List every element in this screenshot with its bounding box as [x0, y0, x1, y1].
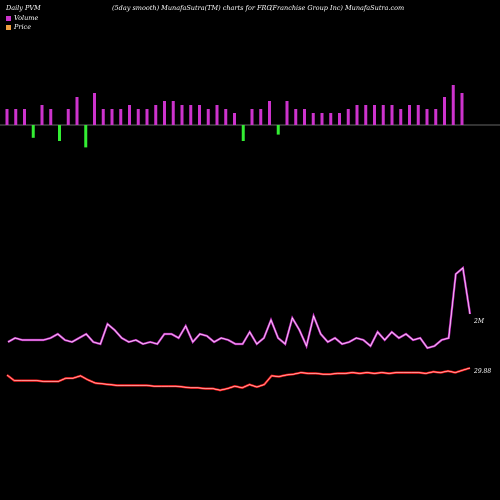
volume-bar: [451, 85, 455, 125]
volume-bar: [311, 113, 315, 125]
volume-bar: [215, 105, 219, 125]
volume-bar: [119, 109, 123, 125]
volume-bar: [399, 109, 403, 125]
volume-bar: [276, 125, 280, 135]
volume-bar: [136, 109, 140, 125]
volume-bar: [198, 105, 201, 125]
price-line-inner: [6, 367, 471, 391]
volume-bar: [101, 109, 105, 125]
volume-bar: [460, 93, 464, 125]
volume-bar: [40, 105, 44, 125]
volume-bar: [31, 125, 35, 138]
volume-line-label: 2M: [473, 318, 485, 325]
volume-bar: [303, 109, 306, 125]
volume-bar: [390, 105, 394, 125]
volume-bar: [5, 109, 9, 125]
volume-bar: [206, 109, 210, 125]
volume-bar: [224, 109, 228, 125]
volume-bar: [241, 125, 245, 141]
volume-bar: [23, 109, 26, 125]
volume-bar: [338, 113, 341, 125]
volume-bar: [425, 109, 429, 125]
volume-bar: [233, 113, 236, 125]
volume-bar: [294, 109, 298, 125]
volume-bar: [373, 105, 376, 125]
legend-label-price: Price: [14, 23, 32, 31]
volume-bar: [285, 101, 289, 125]
volume-bar: [189, 105, 193, 125]
volume-bar: [346, 109, 350, 125]
volume-bar: [268, 101, 271, 125]
volume-bar: [250, 109, 254, 125]
volume-bar: [381, 105, 385, 125]
volume-bar: [443, 97, 446, 125]
volume-bar: [84, 125, 88, 148]
chart-title: (5day smooth) MunafaSutra(TM) charts for…: [112, 4, 272, 12]
legend: Volume Price: [6, 14, 38, 32]
volume-bar: [259, 109, 263, 125]
volume-bar: [434, 109, 438, 125]
volume-bar: [93, 93, 96, 125]
header-right: (Franchise Group Inc) MunafaSutra.com: [270, 4, 405, 12]
price-line-label: 29.88: [473, 368, 491, 375]
volume-bar: [416, 105, 420, 125]
legend-item-volume: Volume: [6, 14, 38, 23]
volume-bar: [163, 101, 166, 125]
legend-swatch-price: [6, 24, 11, 30]
volume-bar: [320, 113, 324, 125]
volume-line-inner: [7, 267, 471, 349]
volume-bar: [128, 105, 131, 125]
volume-bar: [75, 97, 79, 125]
volume-bars: [5, 85, 464, 148]
volume-bar: [355, 105, 359, 125]
volume-bar: [58, 125, 61, 141]
volume-bar: [145, 109, 149, 125]
volume-line: [7, 265, 472, 350]
volume-bar: [329, 113, 333, 125]
volume-bar: [66, 109, 70, 125]
volume-bar: [110, 109, 114, 125]
volume-bar: [49, 109, 53, 125]
volume-bar: [364, 105, 368, 125]
volume-bar: [14, 109, 18, 125]
legend-label-volume: Volume: [14, 14, 39, 22]
volume-bar: [171, 101, 175, 125]
legend-item-price: Price: [6, 23, 38, 32]
volume-bar: [180, 105, 184, 125]
volume-bar: [154, 105, 158, 125]
volume-bar: [408, 105, 411, 125]
legend-swatch-volume: [6, 15, 11, 21]
header-left: Daily PVM: [6, 4, 41, 12]
